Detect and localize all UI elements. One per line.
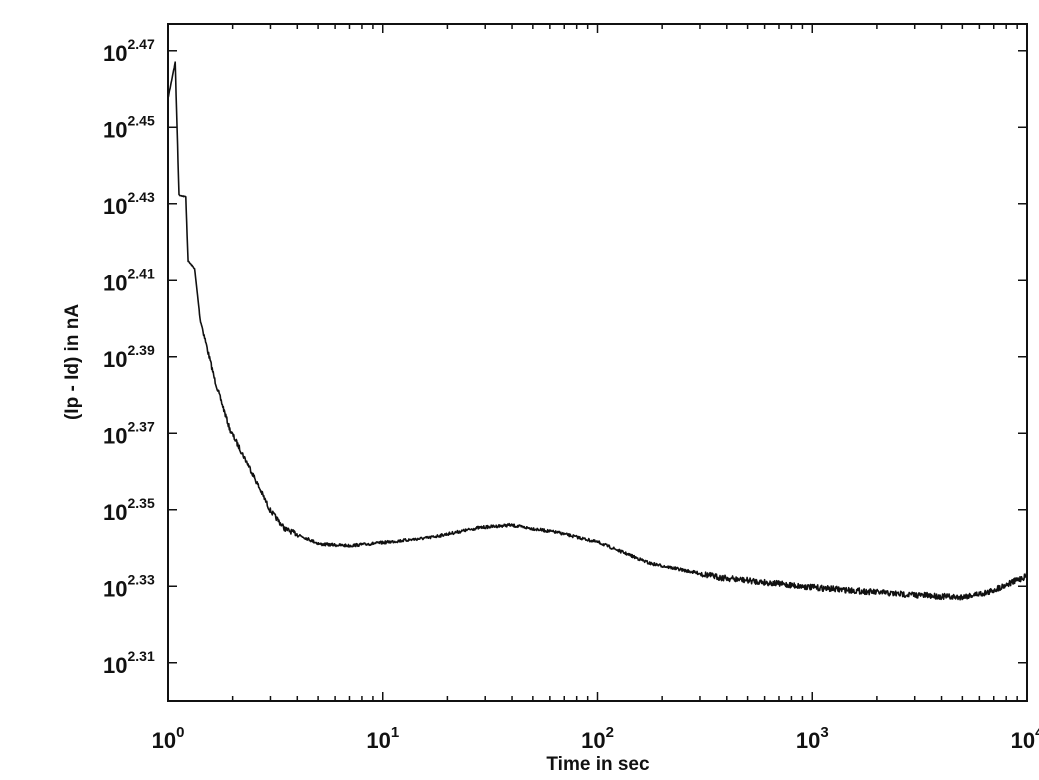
series-line bbox=[167, 61, 1028, 601]
x-tick-label: 101 bbox=[366, 724, 399, 753]
x-tick-label: 102 bbox=[581, 724, 614, 753]
x-tick-labels: 100 101 102 103 104 bbox=[152, 724, 1039, 753]
y-tick-label: 102.33 bbox=[103, 571, 155, 601]
x-tick-label: 100 bbox=[152, 724, 185, 753]
y-tick-label: 102.37 bbox=[103, 418, 155, 448]
x-axis-label: Time in sec bbox=[546, 754, 650, 775]
y-tick-labels: 102.31 102.33 102.35 102.37 102.39 102.41 102.… bbox=[103, 36, 155, 678]
y-tick-label: 102.43 bbox=[103, 189, 155, 219]
y-tick-label: 102.45 bbox=[103, 112, 155, 142]
x-tick-label: 103 bbox=[796, 724, 829, 753]
x-tick-label: 104 bbox=[1011, 724, 1039, 753]
y-tick-label: 102.35 bbox=[103, 495, 155, 525]
y-tick-label: 102.39 bbox=[103, 342, 155, 372]
plot-area bbox=[167, 23, 1028, 702]
y-tick-label: 102.47 bbox=[103, 36, 155, 66]
series-group bbox=[167, 61, 1028, 601]
axis-ticks bbox=[167, 24, 1027, 701]
y-tick-label: 102.31 bbox=[103, 648, 155, 678]
y-tick-label: 102.41 bbox=[103, 265, 155, 295]
y-axis-label: (Ip - Id) in nA bbox=[62, 304, 83, 420]
